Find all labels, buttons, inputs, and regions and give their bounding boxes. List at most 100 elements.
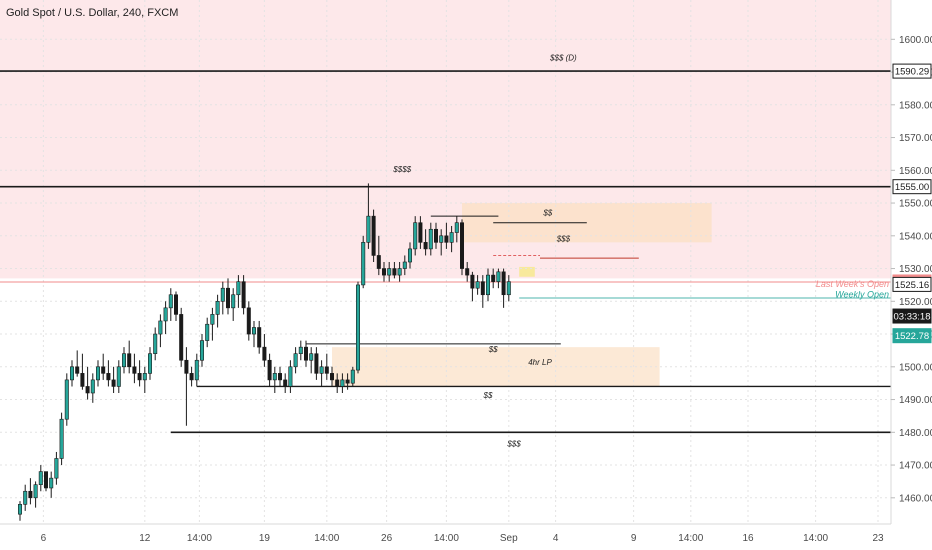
candle-33[interactable] — [189, 366, 194, 387]
candle-46[interactable] — [257, 320, 262, 354]
candle-17[interactable] — [106, 360, 111, 387]
candle-83[interactable] — [449, 225, 454, 253]
candle-92[interactable] — [496, 268, 501, 289]
candle-50[interactable] — [277, 366, 282, 387]
candle-27[interactable] — [158, 314, 163, 348]
candle-36[interactable] — [205, 317, 210, 348]
candle-78[interactable] — [423, 229, 428, 256]
candle-37[interactable] — [210, 307, 215, 341]
candle-26[interactable] — [153, 327, 158, 361]
candle-63[interactable] — [345, 373, 350, 390]
candle-15[interactable] — [96, 360, 101, 387]
price-tag-5[interactable]: 03:33:18 — [892, 308, 932, 324]
candle-54[interactable] — [298, 340, 303, 361]
price-tag-6[interactable]: 1522.78 — [892, 328, 932, 344]
candle-91[interactable] — [491, 268, 496, 289]
candle-38[interactable] — [215, 294, 220, 328]
candle-25[interactable] — [148, 347, 153, 380]
candle-86[interactable] — [465, 262, 470, 282]
candle-75[interactable] — [407, 242, 412, 269]
candle-88[interactable] — [475, 275, 480, 295]
candle-42[interactable] — [236, 275, 241, 308]
candle-51[interactable] — [283, 373, 288, 393]
candle-4[interactable] — [38, 465, 43, 492]
candle-94[interactable] — [506, 275, 511, 302]
candle-85[interactable] — [459, 219, 464, 276]
time-axis[interactable]: 6 12 14:00 19 14:00 26 14:00 Sep 4 9 14:00 16 14:00 2… — [0, 523, 932, 550]
candle-61[interactable] — [335, 373, 340, 393]
candle-82[interactable] — [444, 222, 449, 249]
candle-57[interactable] — [314, 347, 319, 380]
candle-39[interactable] — [220, 281, 225, 315]
candle-10[interactable] — [70, 360, 75, 387]
candle-5[interactable] — [43, 471, 48, 492]
candle-13[interactable] — [85, 366, 90, 400]
candle-65[interactable] — [355, 281, 360, 374]
candle-34[interactable] — [194, 353, 199, 387]
candle-44[interactable] — [246, 301, 251, 341]
candle-7[interactable] — [54, 451, 59, 485]
candle-14[interactable] — [90, 373, 95, 403]
candle-70[interactable] — [381, 262, 386, 282]
candle-67[interactable] — [366, 183, 371, 249]
candle-59[interactable] — [324, 353, 329, 380]
candle-29[interactable] — [168, 288, 173, 321]
candle-68[interactable] — [371, 209, 376, 262]
price-tag-4[interactable]: 1525.16 — [892, 276, 932, 292]
candle-20[interactable] — [122, 347, 127, 374]
candle-23[interactable] — [137, 360, 142, 387]
candle-72[interactable] — [392, 262, 397, 279]
candle-64[interactable] — [350, 366, 355, 387]
candle-21[interactable] — [127, 340, 132, 374]
candle-30[interactable] — [174, 291, 179, 321]
candle-71[interactable] — [387, 262, 392, 282]
candle-24[interactable] — [142, 366, 147, 393]
candle-93[interactable] — [501, 268, 506, 308]
candle-19[interactable] — [116, 360, 121, 393]
candle-2[interactable] — [28, 478, 33, 505]
candle-1[interactable] — [23, 484, 28, 511]
candle-80[interactable] — [433, 222, 438, 249]
candle-40[interactable] — [226, 278, 231, 315]
candle-53[interactable] — [293, 347, 298, 374]
candle-49[interactable] — [272, 366, 277, 393]
candle-12[interactable] — [80, 353, 85, 390]
candle-89[interactable] — [480, 275, 485, 308]
candle-45[interactable] — [252, 320, 257, 348]
candle-74[interactable] — [402, 255, 407, 276]
candle-77[interactable] — [418, 216, 423, 249]
candle-48[interactable] — [267, 353, 272, 387]
candle-16[interactable] — [101, 353, 106, 380]
candle-18[interactable] — [111, 366, 116, 393]
candle-76[interactable] — [413, 216, 418, 256]
candle-52[interactable] — [288, 360, 293, 393]
candle-55[interactable] — [303, 340, 308, 367]
candle-8[interactable] — [59, 412, 64, 466]
candle-28[interactable] — [163, 301, 168, 335]
candle-43[interactable] — [241, 275, 246, 315]
candle-35[interactable] — [200, 334, 205, 367]
candle-47[interactable] — [262, 334, 267, 367]
candle-66[interactable] — [361, 235, 366, 289]
price-tag-2[interactable]: 1555.00 — [892, 179, 932, 195]
candle-69[interactable] — [376, 235, 381, 276]
candle-73[interactable] — [397, 262, 402, 282]
candle-41[interactable] — [231, 288, 236, 321]
price-tag-1[interactable]: 1590.29 — [892, 63, 932, 79]
candle-3[interactable] — [33, 481, 38, 508]
candle-0[interactable] — [17, 501, 22, 521]
candle-6[interactable] — [49, 471, 54, 498]
candle-87[interactable] — [470, 271, 475, 302]
candle-60[interactable] — [329, 366, 334, 387]
candle-84[interactable] — [454, 216, 459, 243]
candle-90[interactable] — [485, 268, 490, 302]
candle-62[interactable] — [340, 373, 345, 393]
candle-81[interactable] — [439, 229, 444, 256]
candle-11[interactable] — [75, 350, 80, 377]
candle-32[interactable] — [184, 347, 189, 426]
candle-31[interactable] — [179, 307, 184, 367]
candle-79[interactable] — [428, 222, 433, 256]
candle-22[interactable] — [132, 353, 137, 384]
candle-56[interactable] — [309, 347, 314, 374]
candle-58[interactable] — [319, 360, 324, 387]
